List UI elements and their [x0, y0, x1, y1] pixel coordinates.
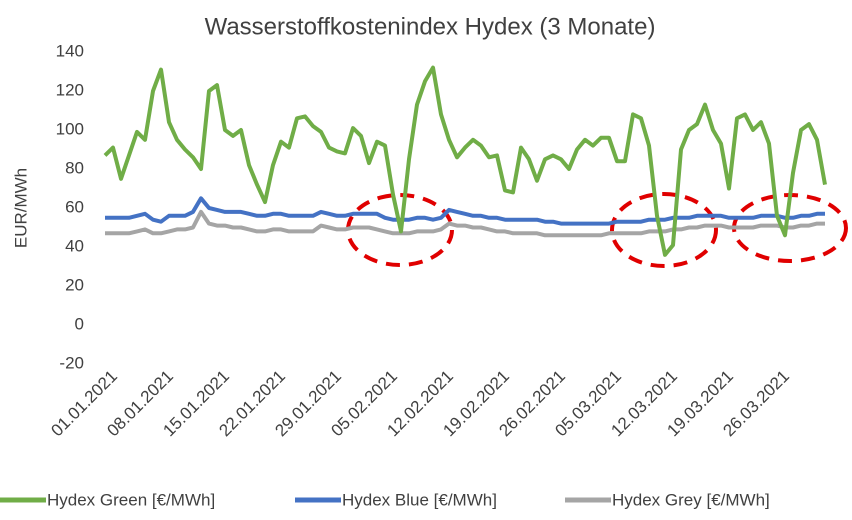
y-tick-label: -20 — [59, 353, 84, 372]
series-line — [103, 65, 827, 257]
y-tick-label: 140 — [56, 41, 84, 60]
y-tick-label: 100 — [56, 119, 84, 138]
y-tick-label: 60 — [65, 197, 84, 216]
series-line — [105, 209, 825, 238]
series-line — [105, 196, 825, 226]
y-tick-label: 0 — [75, 314, 84, 333]
legend-item: Hydex Green [€/MWh] — [0, 490, 215, 509]
y-tick-label: 20 — [65, 275, 84, 294]
legend-item: Hydex Blue [€/MWh] — [295, 490, 497, 509]
legend-item: Hydex Grey [€/MWh] — [565, 490, 770, 509]
y-tick-label: 80 — [65, 158, 84, 177]
legend-label: Hydex Grey [€/MWh] — [612, 490, 770, 509]
legend-label: Hydex Blue [€/MWh] — [342, 490, 497, 509]
highlight-ellipse — [610, 192, 718, 268]
y-tick-label: 40 — [65, 236, 84, 255]
highlight-ellipse — [346, 193, 454, 267]
y-axis-label: EUR/MWh — [11, 168, 30, 248]
y-tick-label: 120 — [56, 80, 84, 99]
chart-title: Wasserstoffkostenindex Hydex (3 Monate) — [205, 13, 656, 40]
legend-label: Hydex Green [€/MWh] — [47, 490, 215, 509]
